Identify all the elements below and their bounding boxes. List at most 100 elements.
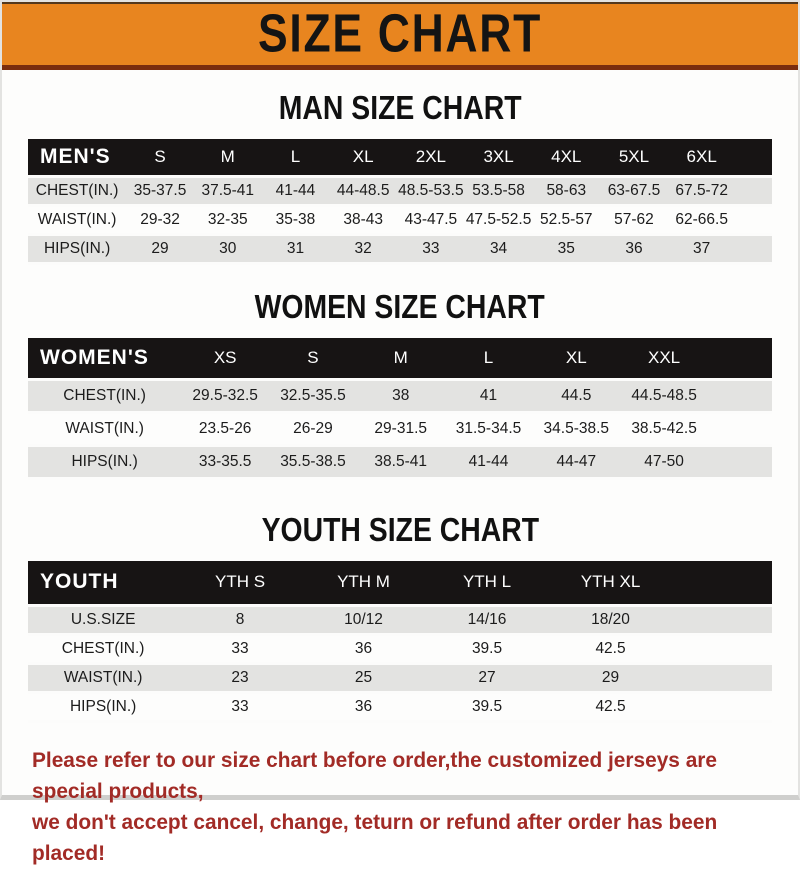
size-value: 23.5-26 — [181, 413, 269, 446]
column-header: 4XL — [532, 139, 600, 176]
size-value: 32.5-35.5 — [269, 380, 357, 413]
size-value: 42.5 — [549, 634, 673, 663]
row-label: HIPS(IN.) — [28, 446, 181, 479]
size-value: 44.5 — [532, 380, 620, 413]
column-header: 6XL — [668, 139, 736, 176]
section-title-text: WOMEN SIZE CHART — [255, 290, 545, 323]
size-value: 53.5-58 — [465, 176, 533, 205]
spacer-cell — [708, 446, 772, 479]
section-title: YOUTH SIZE CHART — [2, 513, 798, 546]
section-title-text: MAN SIZE CHART — [279, 91, 522, 124]
size-value: 30 — [194, 234, 262, 263]
column-header: 5XL — [600, 139, 668, 176]
section-title: WOMEN SIZE CHART — [2, 290, 798, 323]
size-value: 34.5-38.5 — [532, 413, 620, 446]
size-value: 38.5-41 — [357, 446, 445, 479]
size-value: 25 — [302, 663, 426, 692]
column-header: YTH L — [425, 561, 549, 605]
spacer-cell — [672, 605, 772, 634]
size-value: 44-48.5 — [329, 176, 397, 205]
size-value: 33-35.5 — [181, 446, 269, 479]
spacer-cell — [672, 692, 772, 721]
size-value: 38-43 — [329, 205, 397, 234]
spacer-cell — [672, 561, 772, 605]
group-label: MEN'S — [28, 139, 126, 176]
group-label: YOUTH — [28, 561, 178, 605]
size-value: 33 — [397, 234, 465, 263]
size-value: 41-44 — [445, 446, 533, 479]
column-header: YTH M — [302, 561, 426, 605]
size-value: 37 — [668, 234, 736, 263]
column-header: S — [126, 139, 194, 176]
spacer-cell — [736, 205, 772, 234]
size-value: 18/20 — [549, 605, 673, 634]
size-value: 8 — [178, 605, 302, 634]
size-value: 35-37.5 — [126, 176, 194, 205]
size-value: 48.5-53.5 — [397, 176, 465, 205]
size-value: 33 — [178, 634, 302, 663]
column-header: M — [194, 139, 262, 176]
spacer-cell — [672, 663, 772, 692]
size-value: 39.5 — [425, 692, 549, 721]
size-value: 52.5-57 — [532, 205, 600, 234]
row-label: WAIST(IN.) — [28, 413, 181, 446]
size-value: 44-47 — [532, 446, 620, 479]
size-value: 47-50 — [620, 446, 708, 479]
size-value: 23 — [178, 663, 302, 692]
size-value: 36 — [302, 692, 426, 721]
column-header: XL — [329, 139, 397, 176]
size-value: 35.5-38.5 — [269, 446, 357, 479]
size-value: 36 — [302, 634, 426, 663]
order-notice-line-2: we don't accept cancel, change, teturn o… — [32, 807, 750, 869]
spacer-cell — [708, 413, 772, 446]
row-label: HIPS(IN.) — [28, 692, 178, 721]
size-value: 31 — [262, 234, 330, 263]
size-value: 62-66.5 — [668, 205, 736, 234]
size-value: 43-47.5 — [397, 205, 465, 234]
size-value: 26-29 — [269, 413, 357, 446]
size-value: 42.5 — [549, 692, 673, 721]
size-value: 32-35 — [194, 205, 262, 234]
size-value: 27 — [425, 663, 549, 692]
spacer-cell — [708, 338, 772, 380]
column-header: YTH XL — [549, 561, 673, 605]
size-value: 36 — [600, 234, 668, 263]
row-label: WAIST(IN.) — [28, 205, 126, 234]
group-label: WOMEN'S — [28, 338, 181, 380]
column-header: XXL — [620, 338, 708, 380]
size-value: 58-63 — [532, 176, 600, 205]
size-value: 44.5-48.5 — [620, 380, 708, 413]
size-value: 33 — [178, 692, 302, 721]
column-header: L — [445, 338, 533, 380]
column-header: S — [269, 338, 357, 380]
column-header: YTH S — [178, 561, 302, 605]
row-label: U.S.SIZE — [28, 605, 178, 634]
size-value: 29.5-32.5 — [181, 380, 269, 413]
size-value: 63-67.5 — [600, 176, 668, 205]
size-value: 29 — [549, 663, 673, 692]
size-value: 38 — [357, 380, 445, 413]
column-header: M — [357, 338, 445, 380]
size-value: 35-38 — [262, 205, 330, 234]
spacer-cell — [708, 380, 772, 413]
size-value: 41-44 — [262, 176, 330, 205]
row-label: CHEST(IN.) — [28, 634, 178, 663]
column-header: XL — [532, 338, 620, 380]
